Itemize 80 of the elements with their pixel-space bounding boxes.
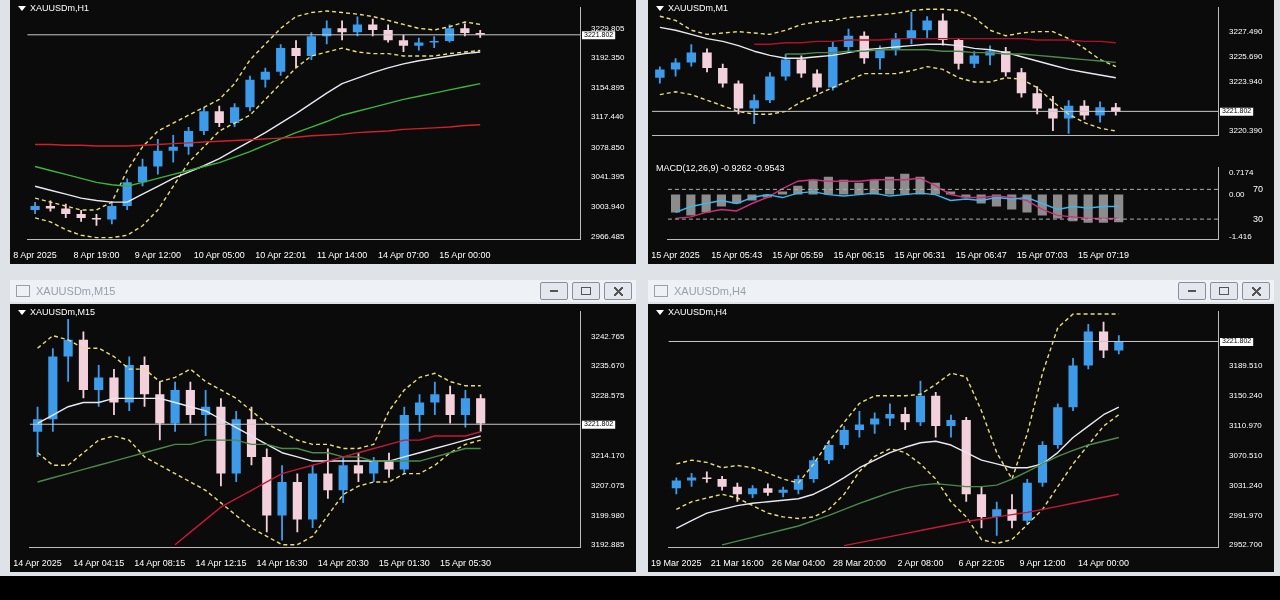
line-series [659,65,1117,132]
y-tick-label: 2966.485 [591,231,625,241]
y-tick-label: 3070.510 [1229,451,1263,461]
y-tick-label: 3223.940 [1229,76,1263,86]
x-tick-label: 8 Apr 2025 [13,250,57,261]
y-tick-label: 3242.765 [591,331,625,341]
x-tick-label: 14 Apr 07:00 [377,250,429,261]
y-tick-label: 3199.980 [591,510,625,520]
x-tick-label: 15 Apr 05:43 [711,250,763,261]
x-tick-label: 28 Mar 20:00 [832,558,886,569]
bar [1114,194,1124,223]
x-tick-label: 15 Apr 05:59 [772,250,824,261]
x-tick-label: 15 Apr 00:00 [439,250,491,261]
y-tick-label: 3154.895 [591,82,625,92]
x-tick-label: 8 Apr 19:00 [73,250,120,261]
chart-title: MACD(12,26,9) -0.9262 -0.9543 [656,163,785,173]
chart-title: XAUUSDm,M15 [30,307,96,317]
line-series [675,414,1120,545]
x-tick-label: 14 Apr 2025 [13,558,62,569]
x-tick-label: 15 Apr 06:31 [894,250,946,261]
y-tick-label: 3078.850 [591,142,625,152]
bar [884,176,895,195]
x-tick-label: 15 Apr 07:03 [1016,250,1068,261]
candlestick [429,36,439,49]
y-tick-label: 3189.510 [1229,361,1263,371]
y-tick-label: -1.416 [1229,231,1253,241]
x-tick-label: 9 Apr 12:00 [134,250,181,261]
y-tick-label: 3031.240 [1229,480,1263,490]
chart-title: XAUUSDm,H1 [30,3,90,13]
chart-subtitle: XAUUSDm,M15 [36,285,116,297]
x-tick-label: 15 Apr 2025 [651,250,700,261]
y-tick-label: 3192.350 [591,53,625,63]
y-tick-label: 3041.395 [591,172,625,182]
y-tick-label: 3110.970 [1229,420,1263,430]
y-tick-label: 0.7174 [1229,168,1255,178]
y-tick-label: 3220.390 [1229,126,1263,136]
x-tick-label: 14 Apr 12:15 [195,558,247,569]
y-tick-label: 3228.575 [591,391,625,401]
x-tick-label: 10 Apr 05:00 [193,250,245,261]
x-tick-label: 9 Apr 12:00 [1019,558,1066,569]
y2-tick-label: 70 [1252,183,1264,194]
y-tick-label: 3003.940 [591,202,625,212]
x-tick-label: 21 Mar 16:00 [710,558,764,569]
chart-title: XAUUSDm,H4 [668,307,728,317]
y2-tick-label: 30 [1252,213,1264,224]
y-tick-label: 3117.440 [591,112,625,122]
x-tick-label: 11 Apr 14:00 [316,250,368,261]
x-tick-label: 15 Apr 05:30 [439,558,491,569]
x-tick-label: 15 Apr 06:47 [955,250,1007,261]
y-tick-label: 2991.970 [1229,510,1263,520]
x-tick-label: 10 Apr 22:01 [255,250,307,261]
chart-subtitle: XAUUSDm,H4 [674,285,747,297]
x-tick-label: 26 Mar 04:00 [771,558,825,569]
x-tick-label: 14 Apr 08:15 [134,558,186,569]
x-tick-label: 14 Apr 00:00 [1078,558,1130,569]
y-tick-label: 3235.670 [591,361,625,371]
y-tick-label: 3229.805 [591,23,625,33]
bar [777,191,788,195]
y-tick-label: 3225.690 [1229,52,1263,62]
chart-title: XAUUSDm,M1 [668,3,729,13]
x-tick-label: 19 Mar 2025 [651,558,702,569]
line-series [36,435,482,546]
x-tick-label: 15 Apr 01:30 [378,558,430,569]
x-tick-label: 2 Apr 08:00 [897,558,944,569]
y-tick-label: 3207.075 [591,481,625,491]
y-tick-label: 3192.885 [591,540,625,550]
candlestick [168,134,178,163]
x-tick-label: 15 Apr 07:19 [1077,250,1129,261]
x-tick-label: 14 Apr 04:15 [73,558,125,569]
x-tick-label: 14 Apr 20:30 [317,558,369,569]
x-tick-label: 6 Apr 22:05 [958,558,1005,569]
line-series [36,334,482,450]
y-tick-label: 0.00 [1229,189,1246,199]
y-tick-label: 2952.700 [1229,540,1263,550]
y-tick-label: 3150.240 [1229,390,1263,400]
x-tick-label: 15 Apr 06:15 [833,250,885,261]
bar [670,194,681,213]
x-tick-label: 14 Apr 16:30 [256,558,308,569]
y-tick-label: 3214.170 [591,451,625,461]
y-tick-label: 3227.490 [1229,26,1263,36]
